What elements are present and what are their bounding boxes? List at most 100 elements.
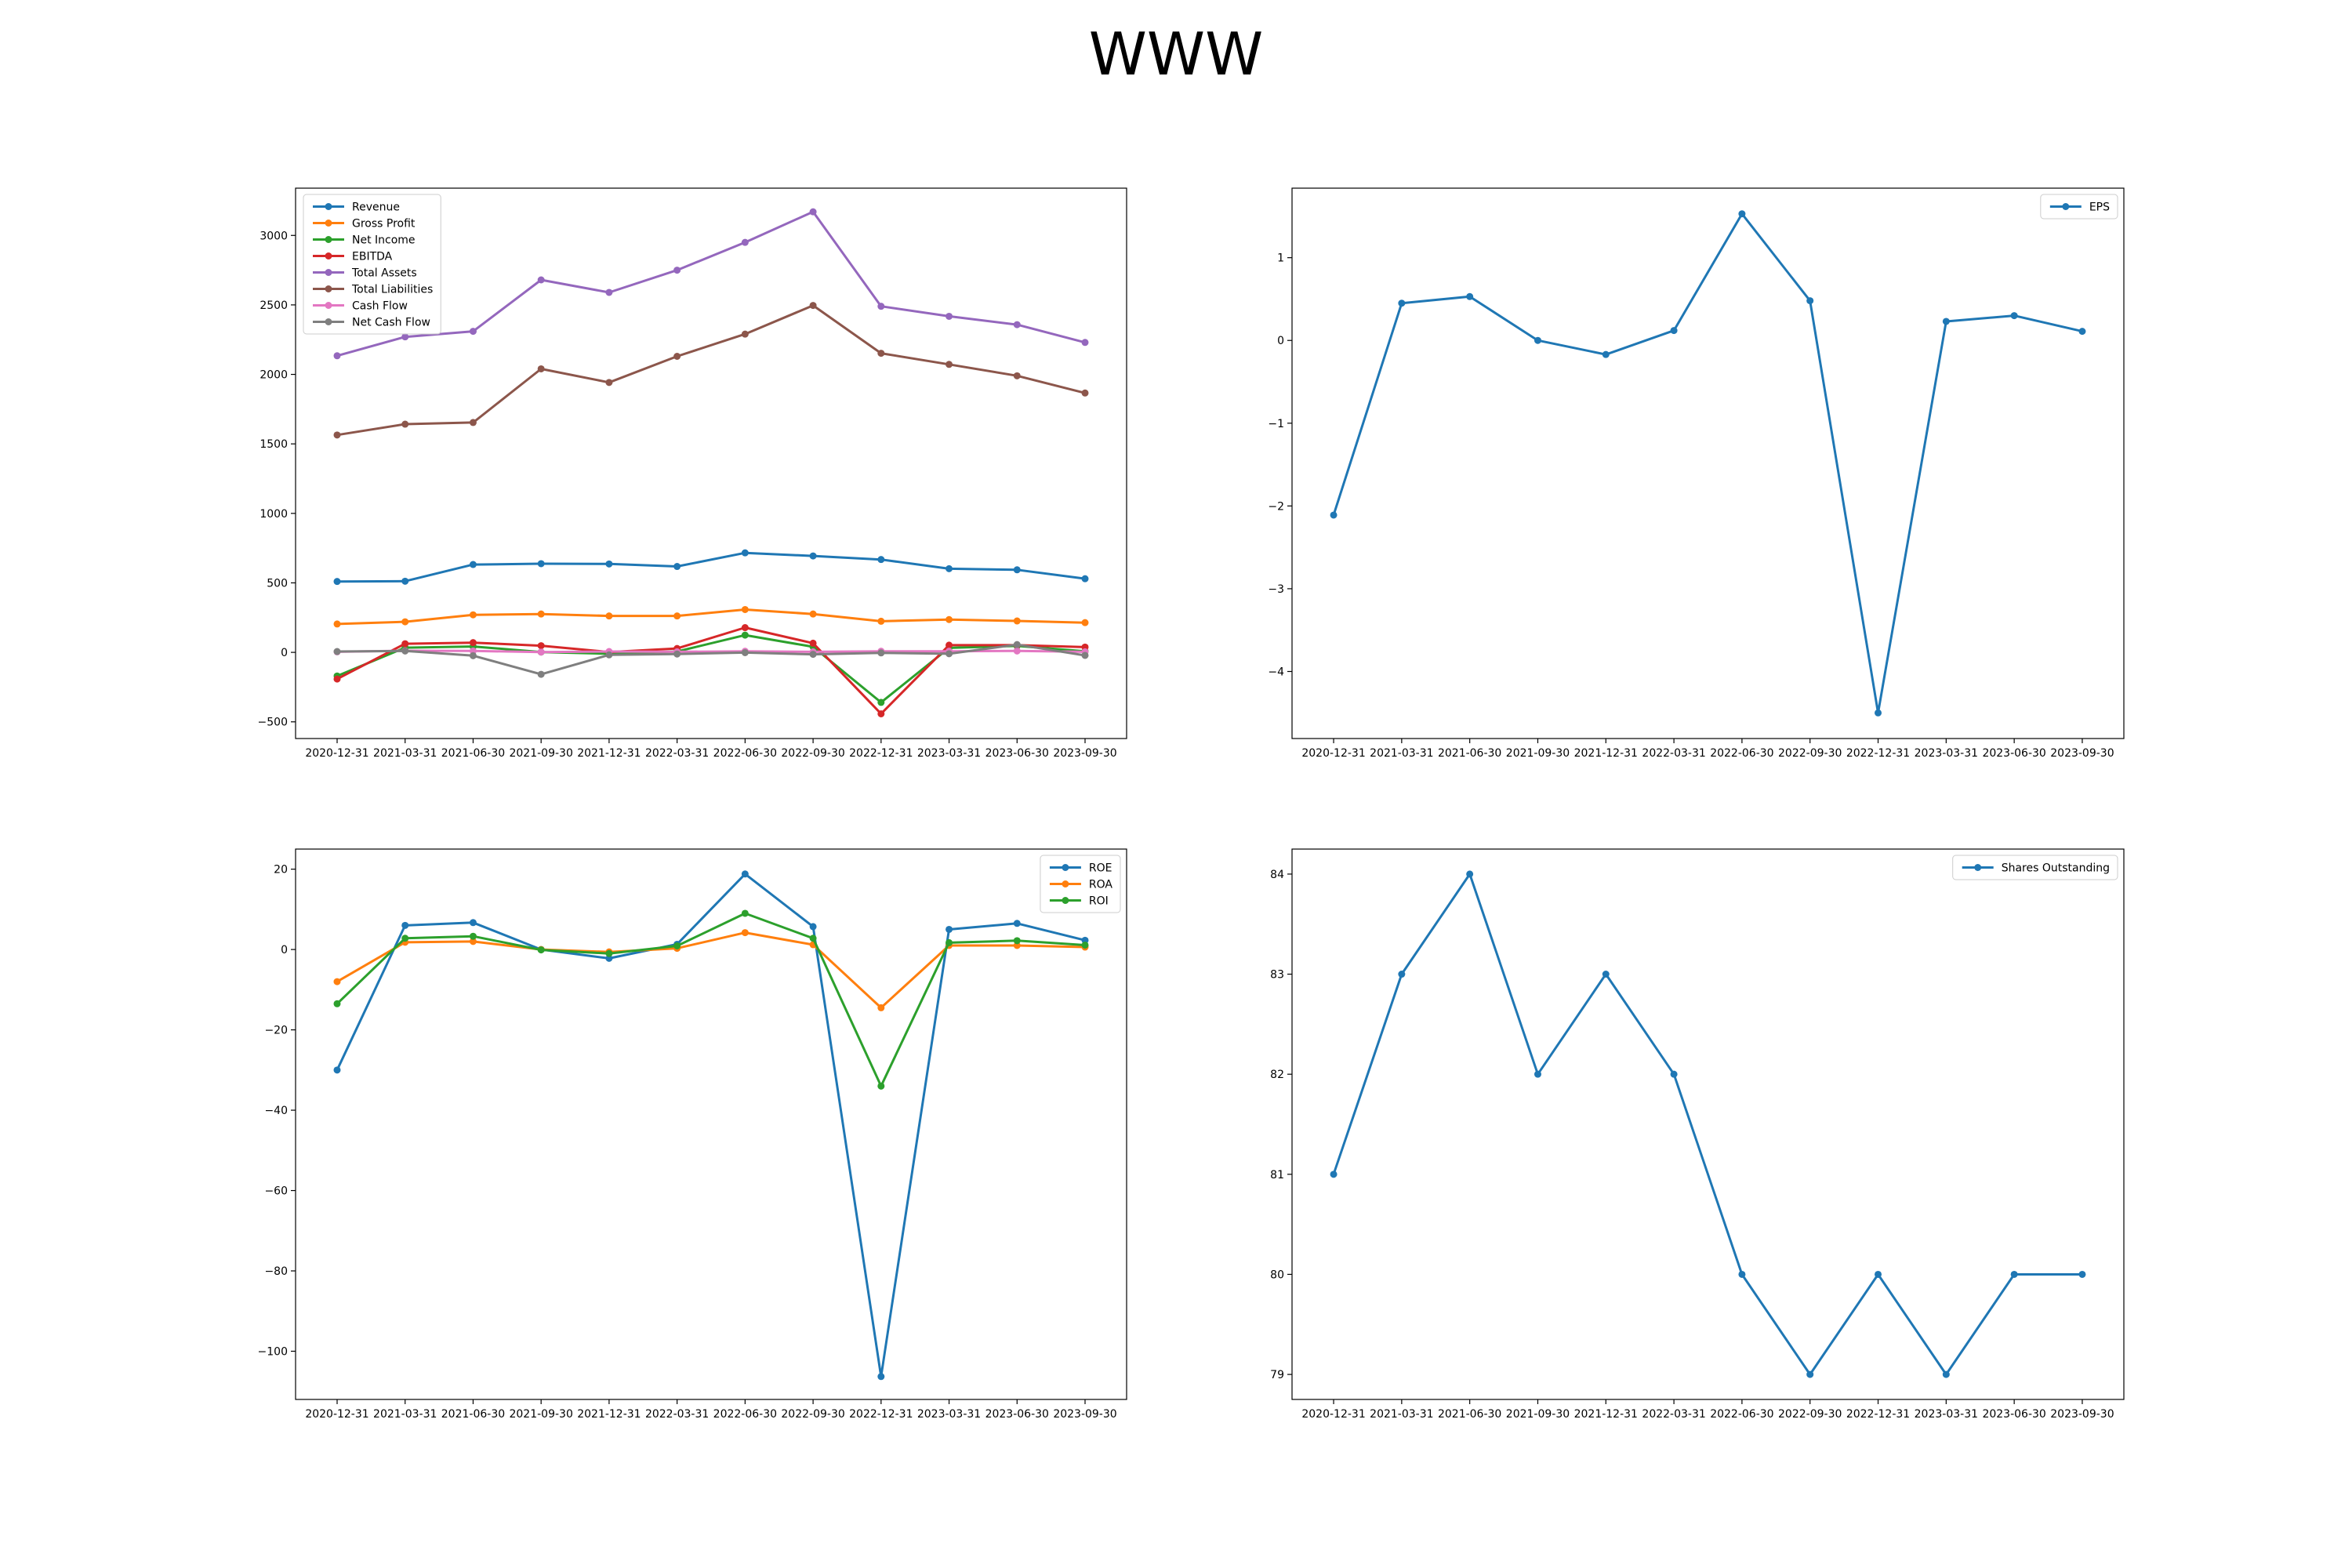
eps-point	[1942, 318, 1950, 325]
shares-outstanding-point	[1398, 971, 1406, 978]
roi-point	[673, 942, 681, 949]
x-tick-label: 2021-03-31	[373, 747, 437, 760]
net-cash-flow-point	[741, 648, 749, 656]
total-assets-point	[469, 328, 477, 336]
roi-point	[333, 1000, 341, 1007]
y-tick-label: −4	[1268, 666, 1284, 678]
x-tick-label: 2021-12-31	[1574, 1408, 1638, 1421]
net-cash-flow-point	[673, 650, 681, 658]
roe-point	[946, 925, 953, 933]
total-liabilities-point	[877, 350, 885, 358]
gross-profit-point	[1081, 619, 1089, 626]
gross-profit-point	[877, 617, 885, 625]
shares-outstanding-legend: Shares Outstanding	[1952, 855, 2118, 880]
roi-legend-marker	[1062, 897, 1069, 904]
roa-legend-label: ROA	[1089, 879, 1113, 891]
y-tick-label: −100	[258, 1346, 288, 1359]
x-tick-label: 2023-09-30	[1053, 747, 1116, 760]
roi-point	[605, 949, 613, 957]
roe-legend-marker	[1062, 864, 1069, 871]
y-tick-label: 1500	[260, 438, 288, 451]
x-tick-label: 2021-03-31	[1370, 1408, 1433, 1421]
gross-profit-legend-label: Gross Profit	[352, 218, 416, 230]
x-tick-label: 2021-06-30	[441, 747, 505, 760]
x-tick-label: 2023-06-30	[1982, 1408, 2045, 1421]
total-assets-line	[336, 210, 1086, 358]
gross-profit-point	[673, 612, 681, 620]
total-liabilities-point	[401, 420, 409, 428]
x-tick-label: 2023-06-30	[985, 1408, 1049, 1421]
eps-point	[1738, 210, 1746, 218]
total-assets-point	[401, 333, 409, 341]
roi-point	[537, 946, 545, 954]
revenue-point	[1081, 575, 1089, 583]
cash-flow-point	[537, 648, 545, 656]
roi-line	[336, 912, 1086, 1087]
total-liabilities-point	[673, 353, 681, 360]
financials-panel: 2020-12-31 2021-03-31 2021-06-30 2021-09-30…	[258, 187, 1127, 760]
ebitda-point	[401, 640, 409, 648]
ebitda-point	[946, 641, 953, 649]
x-tick-label: 2022-09-30	[1778, 1408, 1842, 1421]
x-tick-label: 2020-12-31	[305, 1408, 368, 1421]
eps-point	[1534, 336, 1541, 344]
y-tick-label: −20	[264, 1025, 288, 1037]
roi-point	[946, 938, 953, 946]
net-cash-flow-point	[809, 651, 817, 659]
total-liabilities-point	[946, 361, 953, 368]
gross-profit-point	[537, 610, 545, 618]
y-tick-label: −40	[264, 1105, 288, 1117]
net-cash-flow-point	[537, 670, 545, 678]
cash-flow-legend-marker	[325, 302, 332, 309]
net-cash-flow-point	[1081, 652, 1089, 659]
eps-point	[1670, 327, 1678, 335]
roa-legend-marker	[1062, 880, 1069, 887]
roi-legend-label: ROI	[1089, 895, 1109, 908]
roa-point	[741, 929, 749, 937]
gross-profit-point	[469, 611, 477, 619]
roi-point	[741, 909, 749, 917]
shares-outstanding-panel: 2020-12-31 2021-03-31 2021-06-30 2021-09-30…	[1270, 848, 2125, 1421]
shares-outstanding-point	[1330, 1171, 1338, 1178]
x-tick-label: 2021-03-31	[1370, 747, 1433, 760]
revenue-point	[469, 561, 477, 568]
total-assets-point	[741, 238, 749, 246]
y-tick-label: 84	[1270, 869, 1284, 881]
total-assets-point	[809, 208, 817, 216]
revenue-legend-label: Revenue	[352, 201, 400, 214]
net-cash-flow-point	[333, 648, 341, 655]
x-tick-label: 2021-09-30	[509, 747, 572, 760]
total-liabilities-point	[333, 431, 341, 439]
legend-box	[1952, 855, 2118, 880]
cash-flow-point	[1013, 647, 1021, 655]
y-tick-label: −60	[264, 1185, 288, 1198]
ebitda-point	[809, 639, 817, 647]
y-tick-label: 0	[1277, 335, 1284, 347]
returns-panel: 2020-12-31 2021-03-31 2021-06-30 2021-09-30…	[258, 848, 1127, 1421]
y-tick-label: 3000	[260, 230, 288, 242]
revenue-legend-marker	[325, 203, 332, 210]
revenue-point	[1013, 566, 1021, 574]
total-assets-legend-label: Total Assets	[351, 267, 417, 280]
legend-box	[303, 194, 441, 335]
total-assets-point	[1013, 321, 1021, 328]
returns-axes-frame	[295, 848, 1127, 1400]
x-tick-label: 2020-12-31	[1301, 1408, 1365, 1421]
shares-outstanding-line	[1332, 873, 2082, 1376]
cash-flow-legend-label: Cash Flow	[352, 300, 408, 313]
ebitda-point	[537, 642, 545, 650]
net-income-legend-label: Net Income	[352, 234, 416, 247]
gross-profit-line	[336, 608, 1086, 626]
roi-point	[1013, 937, 1021, 945]
net-cash-flow-line	[336, 643, 1086, 676]
x-tick-label: 2022-03-31	[1642, 747, 1705, 760]
y-tick-label: 1000	[260, 508, 288, 521]
net-cash-flow-legend-label: Net Cash Flow	[352, 317, 430, 329]
gross-profit-point	[809, 610, 817, 618]
total-liabilities-point	[741, 330, 749, 338]
x-tick-label: 2022-03-31	[645, 747, 709, 760]
roa-point	[1013, 942, 1021, 949]
shares-outstanding-legend-marker	[1974, 864, 1982, 871]
gross-profit-legend-marker	[325, 220, 332, 227]
